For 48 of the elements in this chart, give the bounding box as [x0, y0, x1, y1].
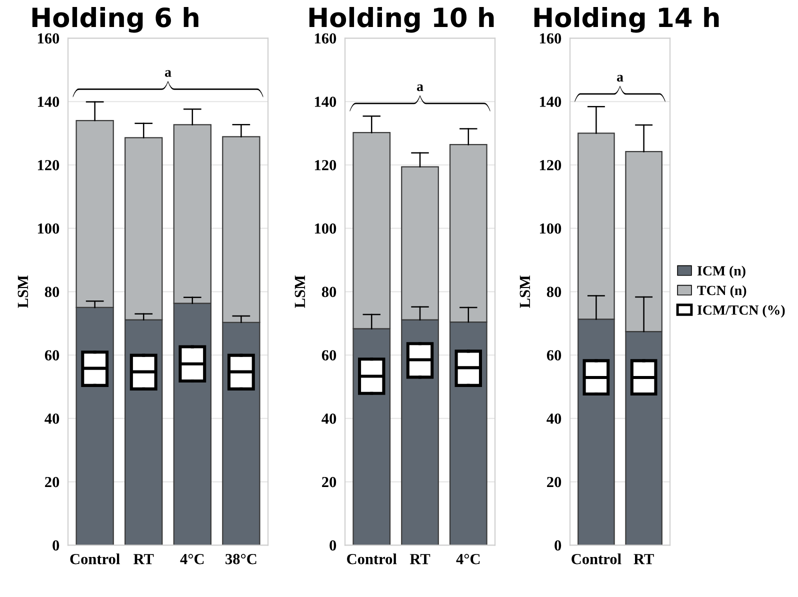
annotation: a — [416, 84, 424, 92]
legend-label: ICM (n) — [697, 266, 746, 278]
y-tick-label: 80 — [322, 286, 336, 298]
y-tick-label: 60 — [322, 350, 336, 360]
y-tick-label: 80 — [546, 286, 562, 298]
x-tick-label: Control — [347, 553, 397, 564]
y-axis-title: LSM — [520, 276, 530, 308]
y-tick-label: 160 — [38, 33, 60, 44]
chart-title: Holding 14 h — [534, 6, 719, 33]
y-tick-label: 60 — [546, 350, 562, 360]
y-tick-label: 140 — [314, 96, 336, 107]
y-tick-label: 40 — [322, 414, 336, 424]
y-tick-label: 140 — [38, 96, 60, 107]
x-tick-label: RT — [634, 554, 654, 564]
x-tick-label: RT — [134, 554, 154, 564]
chart-title: Holding 6 h — [32, 6, 198, 33]
x-tick-label: 4°C — [456, 554, 480, 564]
x-tick-label: 38°C — [226, 554, 256, 564]
y-tick-label: 20 — [547, 476, 562, 488]
y-tick-label: 140 — [540, 96, 562, 107]
x-tick-label: Control — [70, 553, 120, 564]
y-tick-label: 160 — [314, 33, 336, 44]
annotation: a — [616, 74, 624, 82]
y-tick-label: 20 — [322, 476, 336, 488]
annotation: a — [164, 70, 172, 77]
y-tick-label: 100 — [540, 223, 562, 234]
y-tick-label: 120 — [314, 160, 336, 170]
y-tick-label: 0 — [52, 540, 60, 551]
y-tick-label: 60 — [44, 350, 60, 360]
y-tick-label: 20 — [45, 476, 60, 488]
y-tick-label: 40 — [546, 414, 562, 424]
x-tick-label: 4°C — [180, 554, 204, 564]
legend-label: ICM/TCN (%) — [697, 305, 785, 318]
y-tick-label: 100 — [38, 223, 60, 234]
y-tick-label: 100 — [314, 223, 336, 234]
chart-title: Holding 10 h — [309, 6, 494, 33]
y-tick-label: 80 — [44, 286, 60, 298]
x-tick-label: Control — [572, 553, 622, 564]
y-tick-label: 160 — [540, 33, 562, 44]
y-tick-label: 40 — [44, 414, 60, 424]
y-axis-title: LSM — [294, 276, 306, 308]
y-tick-label: 120 — [540, 160, 562, 170]
y-tick-label: 0 — [554, 540, 562, 551]
x-tick-label: RT — [410, 554, 430, 564]
y-tick-label: 120 — [38, 160, 60, 170]
legend-label: TCN (n) — [697, 285, 746, 298]
y-axis-title: LSM — [18, 276, 28, 308]
y-tick-label: 0 — [330, 540, 336, 551]
